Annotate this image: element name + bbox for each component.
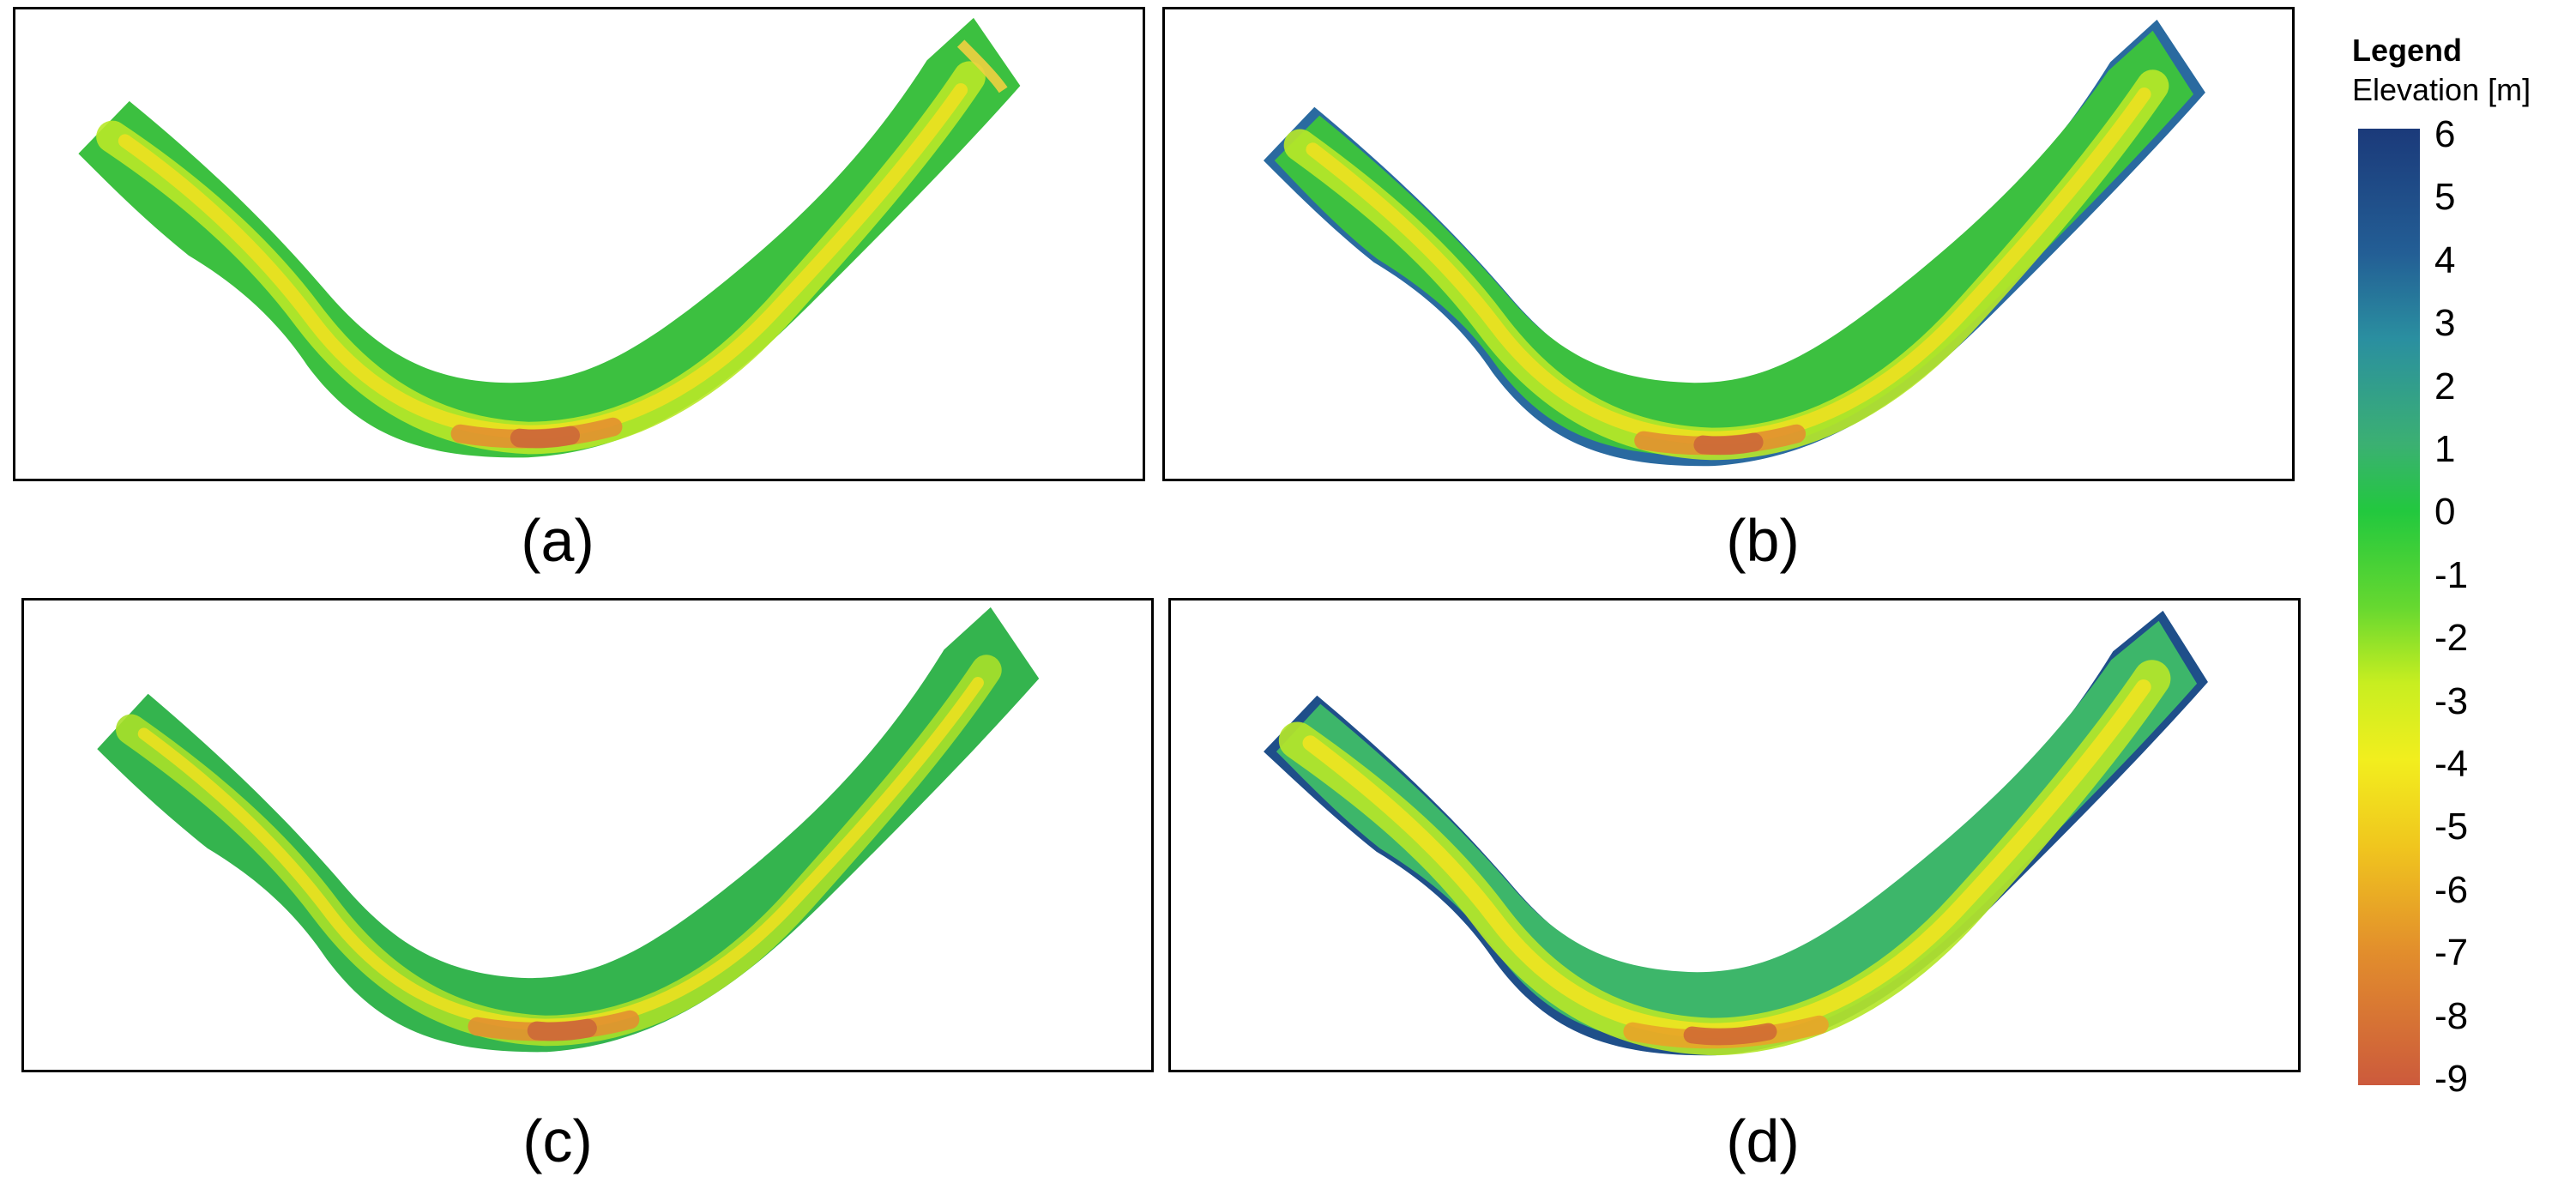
map-panel-d <box>1168 598 2301 1072</box>
legend-tick-label: -1 <box>2434 553 2469 596</box>
legend-tick-label: 5 <box>2434 176 2456 219</box>
legend-tick-label: 2 <box>2434 365 2456 407</box>
legend-tick-label: 6 <box>2434 113 2456 155</box>
caption-a: (a) <box>521 507 594 574</box>
legend-tick-label: -4 <box>2434 743 2469 785</box>
legend-tick-label: -7 <box>2434 932 2469 975</box>
legend-tick-label: -9 <box>2434 1058 2469 1100</box>
map-panel-a <box>13 7 1145 481</box>
legend-tick-label: -3 <box>2434 679 2469 722</box>
legend-tick-label: 0 <box>2434 491 2456 534</box>
river-map-c <box>97 607 1040 1053</box>
legend-subtitle: Elevation [m] <box>2352 72 2531 107</box>
map-panel-b <box>1162 7 2295 481</box>
legend-tick-label: 3 <box>2434 302 2456 345</box>
legend-colorbar <box>2358 129 2420 1085</box>
river-map-a <box>78 17 1021 458</box>
caption-d: (d) <box>1726 1108 1800 1174</box>
legend-tick-label: -2 <box>2434 617 2469 660</box>
legend-tick-label: 1 <box>2434 428 2456 470</box>
legend-tick-label: -8 <box>2434 994 2469 1037</box>
legend-tick-label: 4 <box>2434 238 2456 281</box>
legend-title: Legend <box>2352 33 2463 68</box>
caption-b: (b) <box>1726 507 1800 574</box>
river-map-d <box>1264 610 2208 1056</box>
river-map-b <box>1263 19 2205 467</box>
caption-c: (c) <box>522 1108 593 1174</box>
legend-tick-label: -5 <box>2434 806 2469 848</box>
legend-tick-label: -6 <box>2434 868 2469 911</box>
map-panel-c <box>21 598 1154 1072</box>
